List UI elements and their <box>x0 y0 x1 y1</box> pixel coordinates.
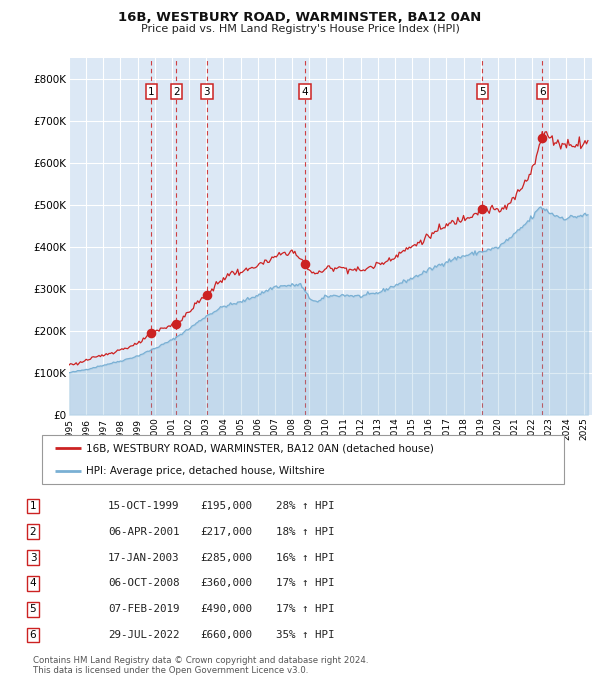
Text: £490,000: £490,000 <box>200 605 252 614</box>
Text: 07-FEB-2019: 07-FEB-2019 <box>108 605 179 614</box>
Text: HPI: Average price, detached house, Wiltshire: HPI: Average price, detached house, Wilt… <box>86 466 325 476</box>
Point <box>300 258 310 269</box>
Point <box>146 328 156 339</box>
Text: 06-OCT-2008: 06-OCT-2008 <box>108 579 179 588</box>
Text: 06-APR-2001: 06-APR-2001 <box>108 527 179 537</box>
Text: 5: 5 <box>479 87 486 97</box>
Text: £285,000: £285,000 <box>200 553 252 562</box>
Text: 16B, WESTBURY ROAD, WARMINSTER, BA12 0AN (detached house): 16B, WESTBURY ROAD, WARMINSTER, BA12 0AN… <box>86 443 434 454</box>
Text: 16% ↑ HPI: 16% ↑ HPI <box>276 553 335 562</box>
Text: 17% ↑ HPI: 17% ↑ HPI <box>276 579 335 588</box>
Text: 29-JUL-2022: 29-JUL-2022 <box>108 630 179 640</box>
Text: 1: 1 <box>148 87 154 97</box>
Text: 15-OCT-1999: 15-OCT-1999 <box>108 501 179 511</box>
Point <box>538 132 547 143</box>
Text: 35% ↑ HPI: 35% ↑ HPI <box>276 630 335 640</box>
Text: 5: 5 <box>29 605 37 614</box>
Text: 18% ↑ HPI: 18% ↑ HPI <box>276 527 335 537</box>
Text: £360,000: £360,000 <box>200 579 252 588</box>
Text: 3: 3 <box>29 553 37 562</box>
FancyBboxPatch shape <box>42 435 564 484</box>
Text: £660,000: £660,000 <box>200 630 252 640</box>
Text: 6: 6 <box>539 87 545 97</box>
Text: £195,000: £195,000 <box>200 501 252 511</box>
Text: 2: 2 <box>173 87 179 97</box>
Text: This data is licensed under the Open Government Licence v3.0.: This data is licensed under the Open Gov… <box>33 666 308 675</box>
Text: 16B, WESTBURY ROAD, WARMINSTER, BA12 0AN: 16B, WESTBURY ROAD, WARMINSTER, BA12 0AN <box>118 11 482 24</box>
Point <box>478 203 487 214</box>
Text: Contains HM Land Registry data © Crown copyright and database right 2024.: Contains HM Land Registry data © Crown c… <box>33 656 368 665</box>
Text: Price paid vs. HM Land Registry's House Price Index (HPI): Price paid vs. HM Land Registry's House … <box>140 24 460 34</box>
Point <box>172 318 181 329</box>
Text: 3: 3 <box>203 87 210 97</box>
Text: 4: 4 <box>29 579 37 588</box>
Text: 17% ↑ HPI: 17% ↑ HPI <box>276 605 335 614</box>
Text: 2: 2 <box>29 527 37 537</box>
Text: 4: 4 <box>302 87 308 97</box>
Text: 28% ↑ HPI: 28% ↑ HPI <box>276 501 335 511</box>
Text: 17-JAN-2003: 17-JAN-2003 <box>108 553 179 562</box>
Text: 6: 6 <box>29 630 37 640</box>
Text: 1: 1 <box>29 501 37 511</box>
Text: £217,000: £217,000 <box>200 527 252 537</box>
Point <box>202 290 212 301</box>
